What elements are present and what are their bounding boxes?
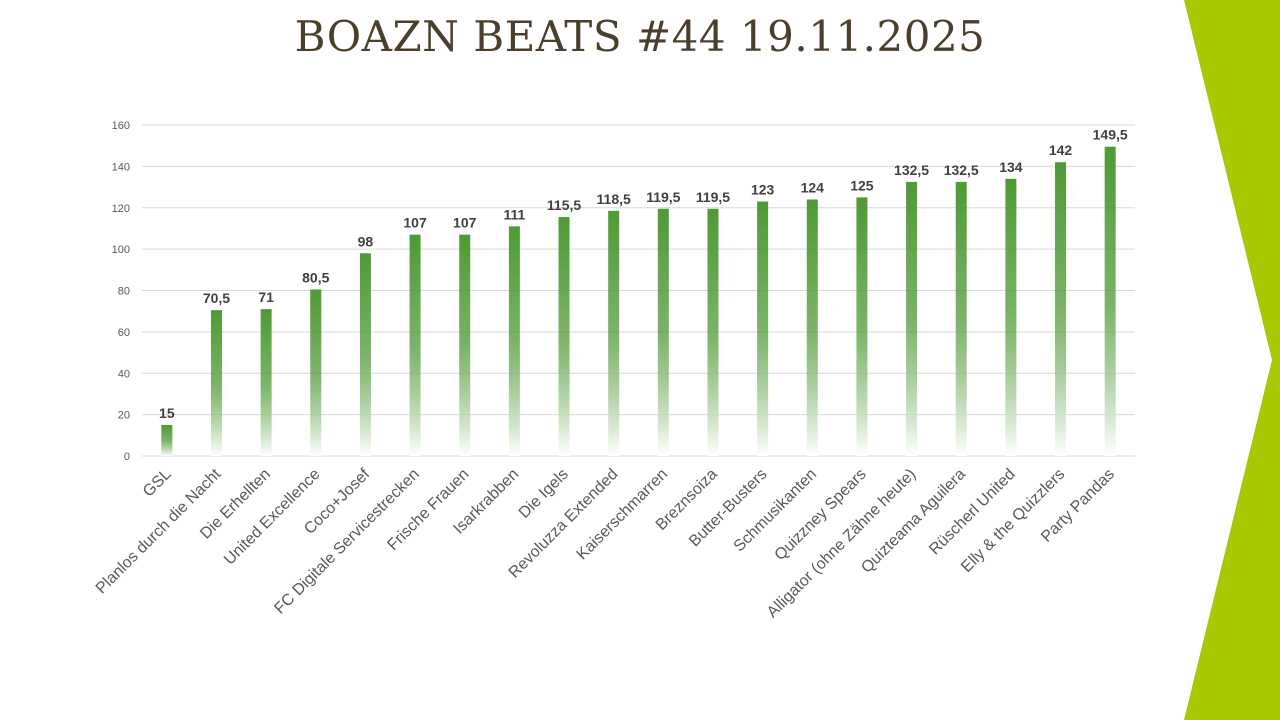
x-tick-label: United Excellence	[221, 466, 324, 569]
y-tick-label: 20	[118, 410, 130, 422]
data-label: 142	[1049, 142, 1073, 158]
y-tick-label: 0	[124, 451, 130, 463]
y-tick-label: 160	[112, 120, 130, 132]
bar	[260, 309, 272, 456]
x-tick-label: Kaiserschmarren	[574, 466, 672, 564]
data-label: 71	[258, 289, 274, 305]
data-label: 118,5	[597, 191, 631, 207]
data-label: 107	[453, 215, 477, 231]
page-title: BOAZN BEATS #44 19.11.2025	[294, 12, 986, 61]
y-tick-label: 40	[118, 368, 130, 380]
data-label: 149,5	[1093, 127, 1128, 143]
bars	[161, 146, 1116, 457]
bar	[608, 210, 620, 456]
data-label: 107	[403, 215, 427, 231]
y-axis-labels: 0 20 40 60 80 100 120 140 160	[112, 120, 130, 463]
bar	[955, 181, 967, 456]
data-label: 15	[159, 405, 175, 421]
data-label: 80,5	[302, 269, 329, 285]
bar	[1104, 146, 1116, 457]
y-tick-label: 120	[112, 203, 130, 215]
data-label: 124	[801, 179, 825, 195]
data-label: 132,5	[894, 162, 929, 178]
bar	[906, 181, 918, 456]
bar	[161, 424, 173, 456]
bar	[310, 289, 322, 456]
bar	[558, 217, 570, 456]
bar	[409, 234, 421, 456]
bar	[1055, 162, 1067, 457]
data-label: 125	[850, 177, 874, 193]
bar	[856, 197, 868, 456]
bar	[359, 253, 371, 456]
bar	[459, 234, 471, 456]
x-tick-label: Quizzney Spears	[772, 466, 870, 564]
bar	[210, 310, 222, 456]
y-tick-label: 140	[112, 161, 130, 173]
gridlines	[142, 124, 1135, 457]
x-tick-label: Rüscherl United	[926, 466, 1019, 559]
bar	[707, 208, 719, 456]
data-label: 115,5	[547, 197, 581, 213]
y-tick-label: 100	[112, 244, 130, 256]
y-tick-label: 60	[118, 327, 130, 339]
data-label: 134	[999, 159, 1023, 175]
bar	[657, 208, 669, 456]
bar	[508, 226, 520, 456]
data-labels: 15 70,5 71 80,5 98 107 107 111 115,5 118,5 119,5 11…	[159, 127, 1128, 421]
y-tick-label: 80	[118, 286, 130, 298]
bar	[1005, 178, 1017, 456]
data-label: 70,5	[203, 290, 230, 306]
data-label: 132,5	[944, 162, 979, 178]
data-label: 123	[751, 182, 775, 198]
data-label: 111	[503, 206, 525, 222]
data-label: 119,5	[696, 189, 730, 205]
data-label: 119,5	[646, 189, 680, 205]
bar	[757, 201, 769, 456]
bar	[806, 199, 818, 456]
x-tick-label: GSL	[140, 466, 175, 501]
data-label: 98	[358, 233, 374, 249]
